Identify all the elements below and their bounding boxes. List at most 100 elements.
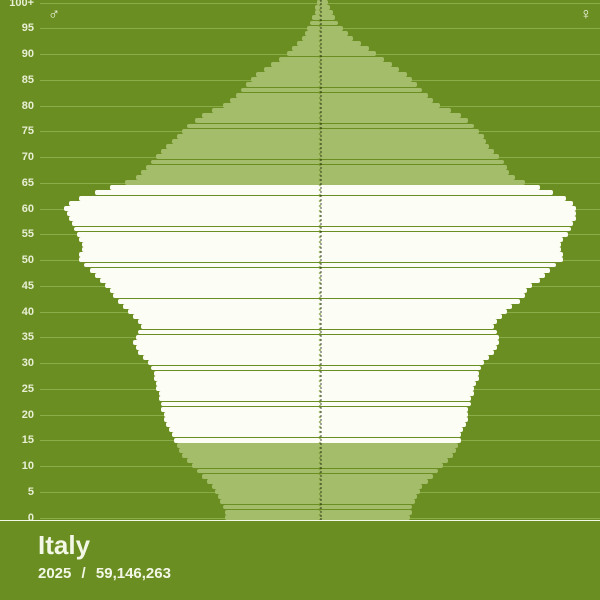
female-bar xyxy=(320,185,540,190)
male-bar xyxy=(312,15,320,20)
female-bar xyxy=(320,196,566,201)
male-bar xyxy=(110,185,320,190)
female-bar xyxy=(320,443,458,448)
female-bar xyxy=(320,479,428,484)
age-row xyxy=(40,82,600,87)
female-bar xyxy=(320,98,433,103)
age-row xyxy=(40,278,600,283)
male-bar xyxy=(64,206,320,211)
age-row xyxy=(40,144,600,149)
age-row xyxy=(40,288,600,293)
female-bar xyxy=(320,170,509,175)
age-row xyxy=(40,124,600,129)
female-bar xyxy=(320,402,471,407)
age-row xyxy=(40,330,600,335)
male-bar xyxy=(133,314,320,319)
male-bar xyxy=(69,216,320,221)
age-row xyxy=(40,360,600,365)
female-bar xyxy=(320,278,540,283)
male-bar xyxy=(279,57,320,62)
male-bar xyxy=(256,72,320,77)
age-row xyxy=(40,479,600,484)
age-row xyxy=(40,190,600,195)
age-row xyxy=(40,505,600,510)
age-row xyxy=(40,57,600,62)
age-row xyxy=(40,5,600,10)
male-bar xyxy=(79,257,320,262)
female-bar xyxy=(320,499,415,504)
age-row xyxy=(40,263,600,268)
female-bar xyxy=(320,180,525,185)
male-bar xyxy=(164,412,320,417)
age-row xyxy=(40,72,600,77)
y-tick-label: 35 xyxy=(22,331,34,343)
age-row xyxy=(40,88,600,93)
female-bar xyxy=(320,386,474,391)
male-bar xyxy=(187,458,320,463)
male-bar xyxy=(69,201,320,206)
male-bar xyxy=(182,453,320,458)
female-bar xyxy=(320,330,497,335)
age-row xyxy=(40,371,600,376)
female-bar xyxy=(320,309,507,314)
female-bar xyxy=(320,190,553,195)
male-bar xyxy=(79,196,320,201)
age-row xyxy=(40,402,600,407)
female-bar xyxy=(320,484,422,489)
female-bar xyxy=(320,103,440,108)
male-bar xyxy=(169,427,320,432)
male-bar xyxy=(297,41,320,46)
age-row xyxy=(40,170,600,175)
male-bar xyxy=(287,51,320,56)
female-bar xyxy=(320,88,422,93)
male-bar xyxy=(174,438,320,443)
age-row xyxy=(40,458,600,463)
male-bar xyxy=(223,103,320,108)
male-bar xyxy=(192,463,320,468)
female-bar xyxy=(320,139,486,144)
male-bar xyxy=(271,62,320,67)
male-bar xyxy=(264,67,320,72)
male-bar xyxy=(95,190,320,195)
y-tick-label: 45 xyxy=(22,280,34,292)
female-bar xyxy=(320,304,512,309)
female-bar xyxy=(320,288,527,293)
age-row xyxy=(40,206,600,211)
male-bar xyxy=(177,134,320,139)
age-row xyxy=(40,469,600,474)
age-row xyxy=(40,26,600,31)
age-row xyxy=(40,391,600,396)
male-bar xyxy=(207,479,320,484)
male-bar xyxy=(82,247,320,252)
age-row xyxy=(40,15,600,20)
female-bar xyxy=(320,62,392,67)
male-bar xyxy=(82,242,320,247)
plot-area xyxy=(40,0,600,520)
age-row xyxy=(40,103,600,108)
female-bar xyxy=(320,82,417,87)
female-bar xyxy=(320,494,417,499)
female-bar xyxy=(320,0,328,5)
female-bar xyxy=(320,144,489,149)
age-row xyxy=(40,216,600,221)
female-bar xyxy=(320,175,515,180)
male-bar xyxy=(156,154,320,159)
age-row xyxy=(40,453,600,458)
female-bar xyxy=(320,149,494,154)
female-bar xyxy=(320,72,407,77)
male-bar xyxy=(220,499,320,504)
female-bar xyxy=(320,160,504,165)
male-bar xyxy=(310,21,320,26)
male-bar xyxy=(202,113,320,118)
y-tick-label: 85 xyxy=(22,74,34,86)
male-bar xyxy=(105,283,320,288)
age-row xyxy=(40,221,600,226)
age-row xyxy=(40,129,600,134)
y-axis: 0510152025303540455055606570758085909510… xyxy=(0,0,40,520)
male-bar xyxy=(172,139,320,144)
age-row xyxy=(40,499,600,504)
female-bar xyxy=(320,299,520,304)
age-row xyxy=(40,165,600,170)
male-bar xyxy=(133,340,320,345)
age-row xyxy=(40,154,600,159)
